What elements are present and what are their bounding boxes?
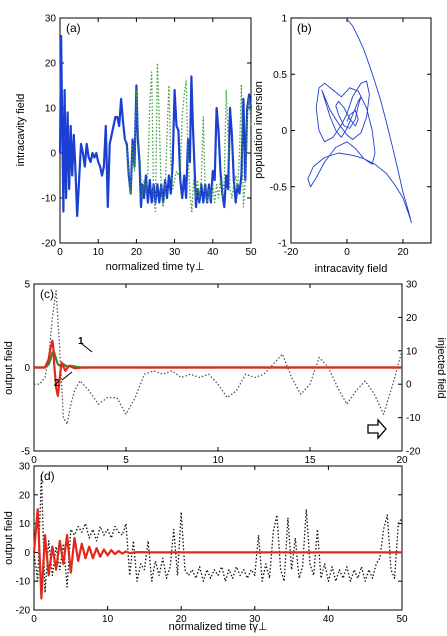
- axis-ticks-b: -20 0 20 -1 -0.5 0 0.5 1: [270, 14, 431, 258]
- x-tick-label-c: 5: [123, 455, 129, 466]
- x-tick-label-d: 40: [323, 614, 335, 625]
- series-line-d-0: [33, 473, 403, 594]
- series-line-a-0: [58, 34, 253, 218]
- x-tick-label-c: 0: [31, 455, 37, 466]
- annotation-line-2: [61, 371, 73, 381]
- series-group-b: [307, 18, 412, 224]
- y-axis-label-a: intracavity field: [15, 94, 27, 167]
- y-right-tick-label-c: 30: [406, 280, 418, 291]
- y-tick-label-d: 20: [19, 490, 31, 501]
- series-line-c-2: [34, 339, 402, 397]
- x-tick-label-d: 30: [249, 614, 261, 625]
- annotation-2: 2: [54, 378, 60, 389]
- plot-frame-a: [59, 17, 252, 244]
- x-tick-label-a: 40: [207, 247, 219, 258]
- x-tick-label-d: 10: [102, 614, 114, 625]
- y-axis-label-b: population inversion: [253, 81, 265, 179]
- y-tick-label-a: -20: [42, 239, 57, 250]
- annotation-1: 1: [78, 336, 84, 347]
- y-tick-label-d: -20: [16, 606, 31, 617]
- y-tick-label-d: -10: [16, 577, 31, 588]
- y-right-axis-label-c: injected field: [435, 337, 447, 398]
- y-right-tick-label-c: -10: [406, 413, 421, 424]
- annotation-line-1: [81, 343, 93, 353]
- panel-label-c: (c): [40, 287, 54, 301]
- panel-label-b: (b): [297, 21, 312, 35]
- x-tick-label-a: 10: [93, 247, 105, 258]
- x-tick-label-d: 0: [31, 614, 37, 625]
- y-tick-label-b: 1: [281, 14, 287, 25]
- panel-b: -20 0 20-1-0.500.51 (b) intracavity field …: [253, 14, 432, 275]
- y-tick-label-a: -10: [42, 194, 57, 205]
- panel-d: 0 10 20 30 40 50 -20 -10 0 10 20 30 (d) normalized …: [3, 462, 408, 634]
- x-axis-label-b: intracavity field: [315, 263, 388, 275]
- y-right-tick-label-c: 20: [406, 313, 418, 324]
- series-line-b-0: [307, 18, 412, 224]
- y-tick-label-c: 0: [24, 363, 30, 374]
- x-tick-label-b: -20: [284, 247, 299, 258]
- y-right-tick-label-c: -20: [406, 447, 421, 458]
- y-tick-label-a: 0: [50, 149, 56, 160]
- outline-arrow-icon: [367, 418, 387, 440]
- x-tick-label-b: 0: [344, 247, 350, 258]
- x-tick-label-b: 20: [397, 247, 409, 258]
- y-axis-label-d: output field: [3, 511, 15, 565]
- y-tick-label-b: 0: [281, 126, 287, 137]
- x-tick-label-c: 20: [396, 455, 408, 466]
- x-axis-label-a: normalized time tγ⊥: [106, 261, 205, 273]
- axis-ticks-d: 0 10 20 30 40 50 -20 -10 0 10 20 30: [16, 462, 408, 626]
- panel-a: 0 10 20 30 40 50 -20 -10 0 10 20 30 (a) normalized …: [15, 14, 257, 274]
- series-group-a: [58, 34, 253, 218]
- panel-label-d: (d): [40, 469, 55, 483]
- series-line-d-1: [32, 508, 402, 600]
- y-tick-label-c: 5: [24, 280, 30, 291]
- x-tick-label-a: 30: [169, 247, 181, 258]
- x-tick-label-a: 20: [131, 247, 143, 258]
- x-tick-label-c: 10: [212, 455, 224, 466]
- y-tick-label-a: 10: [45, 104, 57, 115]
- y-right-tick-label-c: 10: [406, 346, 418, 357]
- y-right-tick-label-c: 0: [406, 380, 412, 391]
- panel-label-a: (a): [66, 21, 81, 35]
- series-group-c: [34, 290, 403, 425]
- x-tick-label-a: 0: [57, 247, 63, 258]
- y-tick-label-d: 30: [19, 462, 31, 473]
- x-axis-label-d: normalized time tγ⊥: [169, 621, 268, 633]
- y-tick-label-b: -0.5: [270, 182, 288, 193]
- y-tick-label-c: -5: [21, 447, 30, 458]
- series-group-d: [32, 473, 403, 600]
- y-axis-label-c: output field: [3, 341, 15, 395]
- x-tick-label-c: 15: [304, 455, 316, 466]
- y-tick-label-b: -1: [278, 239, 287, 250]
- plot-frame-b: [290, 17, 432, 244]
- y-tick-label-b: 0.5: [273, 70, 287, 81]
- y-tick-label-d: 10: [19, 519, 31, 530]
- y-tick-label-a: 30: [45, 14, 57, 25]
- x-tick-label-d: 20: [176, 614, 188, 625]
- x-tick-label-a: 50: [245, 247, 257, 258]
- y-tick-label-a: 20: [45, 59, 57, 70]
- series-line-c-0: [34, 290, 403, 425]
- y-tick-label-d: 0: [24, 548, 30, 559]
- x-tick-label-d: 50: [396, 614, 408, 625]
